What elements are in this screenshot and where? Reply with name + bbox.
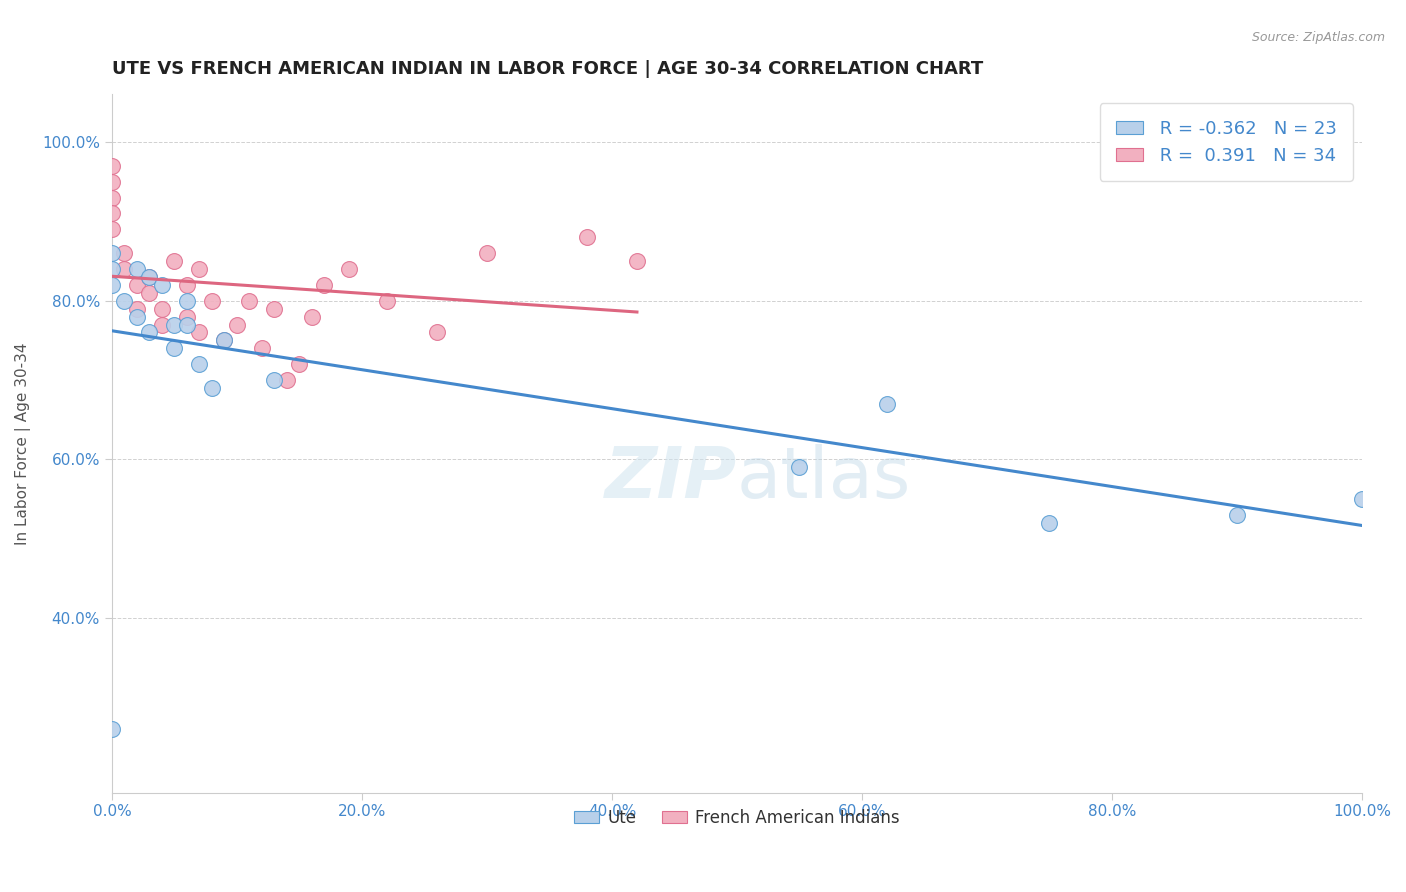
Point — [125, 277, 148, 292]
Point — [214, 334, 236, 348]
Y-axis label: In Labor Force | Age 30-34: In Labor Force | Age 30-34 — [15, 343, 31, 545]
Point — [150, 318, 173, 332]
Point — [339, 262, 361, 277]
Point — [138, 285, 160, 300]
Point — [626, 254, 648, 268]
Point — [112, 246, 135, 260]
Point — [101, 277, 124, 292]
Point — [1226, 508, 1249, 522]
Point — [876, 397, 898, 411]
Text: atlas: atlas — [737, 444, 911, 513]
Point — [138, 269, 160, 284]
Point — [176, 318, 198, 332]
Point — [238, 293, 260, 308]
Point — [301, 310, 323, 324]
Point — [214, 334, 236, 348]
Point — [101, 722, 124, 736]
Point — [276, 373, 298, 387]
Point — [176, 277, 198, 292]
Point — [138, 269, 160, 284]
Point — [176, 293, 198, 308]
Point — [163, 318, 186, 332]
Point — [1351, 492, 1374, 507]
Point — [288, 357, 311, 371]
Point — [150, 277, 173, 292]
Point — [125, 301, 148, 316]
Point — [426, 326, 449, 340]
Point — [101, 246, 124, 260]
Point — [188, 326, 211, 340]
Point — [112, 262, 135, 277]
Point — [101, 262, 124, 277]
Legend: Ute, French American Indians: Ute, French American Indians — [568, 802, 907, 833]
Point — [101, 206, 124, 220]
Point — [138, 326, 160, 340]
Point — [201, 293, 224, 308]
Point — [101, 159, 124, 173]
Point — [789, 460, 811, 475]
Point — [188, 262, 211, 277]
Point — [163, 342, 186, 356]
Point — [250, 342, 273, 356]
Point — [375, 293, 398, 308]
Point — [263, 301, 285, 316]
Point — [1038, 516, 1060, 530]
Point — [125, 262, 148, 277]
Point — [150, 301, 173, 316]
Text: ZIP: ZIP — [605, 444, 737, 513]
Point — [101, 175, 124, 189]
Point — [125, 310, 148, 324]
Point — [226, 318, 249, 332]
Point — [101, 222, 124, 236]
Point — [188, 357, 211, 371]
Point — [575, 230, 598, 244]
Point — [163, 254, 186, 268]
Point — [475, 246, 498, 260]
Point — [263, 373, 285, 387]
Point — [201, 381, 224, 395]
Point — [101, 191, 124, 205]
Point — [176, 310, 198, 324]
Text: Source: ZipAtlas.com: Source: ZipAtlas.com — [1251, 31, 1385, 45]
Point — [112, 293, 135, 308]
Point — [314, 277, 336, 292]
Text: UTE VS FRENCH AMERICAN INDIAN IN LABOR FORCE | AGE 30-34 CORRELATION CHART: UTE VS FRENCH AMERICAN INDIAN IN LABOR F… — [112, 60, 983, 78]
